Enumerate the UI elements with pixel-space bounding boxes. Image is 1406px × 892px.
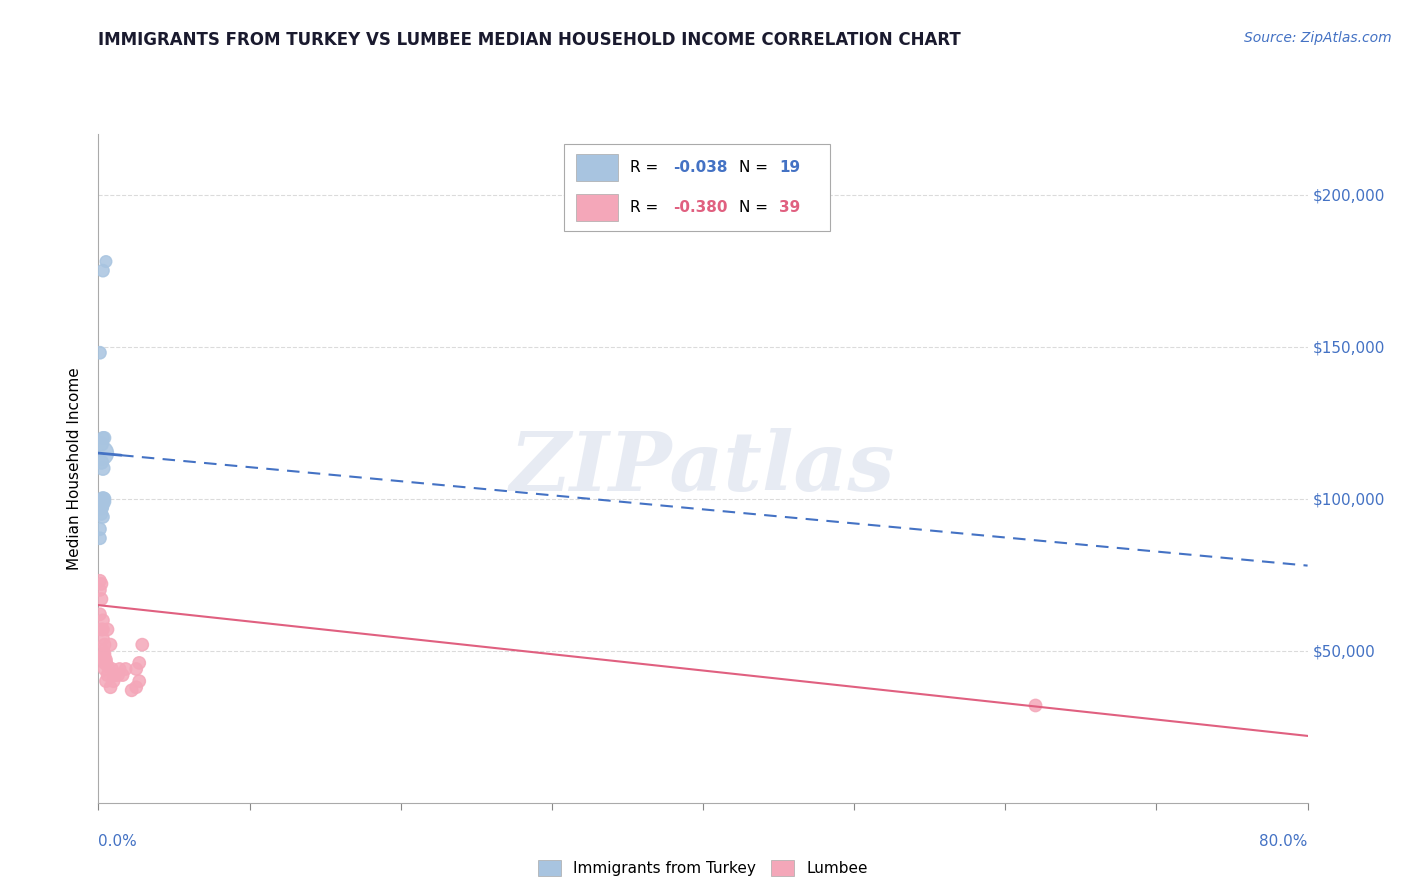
Point — [128, 656, 150, 670]
Point — [121, 683, 143, 698]
Text: R =: R = — [630, 160, 664, 175]
Point — [91, 632, 114, 646]
Text: -0.380: -0.380 — [673, 200, 727, 215]
Text: -0.038: -0.038 — [673, 160, 727, 175]
Point — [96, 623, 118, 637]
Point — [90, 507, 112, 521]
Point — [90, 500, 112, 515]
Point — [94, 656, 117, 670]
Point — [101, 662, 124, 676]
Point — [103, 674, 125, 689]
Point — [91, 461, 114, 475]
FancyBboxPatch shape — [576, 194, 619, 221]
Point — [89, 582, 111, 597]
Point — [93, 656, 115, 670]
FancyBboxPatch shape — [564, 144, 830, 231]
Point — [104, 668, 127, 682]
Point — [93, 491, 115, 506]
Point — [93, 647, 115, 661]
Point — [91, 498, 114, 512]
Text: N =: N = — [740, 200, 773, 215]
Point — [93, 653, 115, 667]
Point — [125, 662, 148, 676]
Text: IMMIGRANTS FROM TURKEY VS LUMBEE MEDIAN HOUSEHOLD INCOME CORRELATION CHART: IMMIGRANTS FROM TURKEY VS LUMBEE MEDIAN … — [98, 31, 962, 49]
Point — [114, 662, 136, 676]
Point — [90, 592, 112, 607]
Point — [89, 607, 111, 622]
Point — [107, 668, 129, 682]
Point — [100, 638, 122, 652]
Text: 19: 19 — [779, 160, 800, 175]
Point — [111, 668, 134, 682]
FancyBboxPatch shape — [576, 154, 619, 181]
Point — [128, 674, 150, 689]
Point — [93, 649, 115, 664]
Point — [90, 446, 112, 460]
Text: ZIPatlas: ZIPatlas — [510, 428, 896, 508]
Text: 80.0%: 80.0% — [1260, 834, 1308, 849]
Point — [1024, 698, 1046, 713]
Point — [91, 263, 114, 277]
Point — [96, 668, 118, 682]
Point — [90, 437, 112, 451]
Point — [91, 649, 114, 664]
Text: R =: R = — [630, 200, 664, 215]
Text: Source: ZipAtlas.com: Source: ZipAtlas.com — [1244, 31, 1392, 45]
Point — [93, 638, 115, 652]
Point — [94, 653, 117, 667]
Point — [90, 623, 112, 637]
Point — [91, 613, 114, 627]
Point — [89, 531, 111, 545]
Point — [94, 674, 117, 689]
Point — [91, 623, 114, 637]
Point — [100, 680, 122, 694]
Text: 0.0%: 0.0% — [98, 834, 138, 849]
Point — [89, 574, 111, 588]
Point — [91, 510, 114, 524]
Point — [131, 638, 153, 652]
Point — [91, 491, 114, 506]
Point — [91, 491, 114, 506]
Legend: Immigrants from Turkey, Lumbee: Immigrants from Turkey, Lumbee — [531, 854, 875, 882]
Point — [91, 431, 114, 445]
Point — [125, 680, 148, 694]
Point — [94, 254, 117, 268]
Point — [108, 662, 131, 676]
Point — [91, 644, 114, 658]
Point — [93, 494, 115, 508]
Point — [93, 431, 115, 445]
Point — [90, 455, 112, 469]
Point — [89, 345, 111, 359]
Point — [89, 522, 111, 536]
Text: 39: 39 — [779, 200, 800, 215]
Point — [90, 577, 112, 591]
Text: N =: N = — [740, 160, 773, 175]
Point — [93, 662, 115, 676]
Y-axis label: Median Household Income: Median Household Income — [67, 367, 83, 570]
Point — [96, 659, 118, 673]
